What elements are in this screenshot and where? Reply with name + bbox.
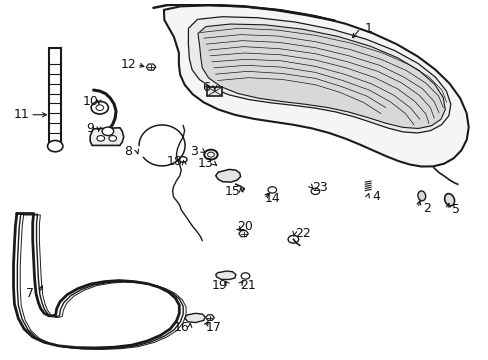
- Circle shape: [310, 188, 319, 194]
- Bar: [207, 87, 222, 96]
- Circle shape: [267, 187, 276, 193]
- Text: 3: 3: [190, 145, 198, 158]
- Circle shape: [241, 273, 249, 279]
- Text: 16: 16: [173, 321, 189, 334]
- Text: 2: 2: [422, 202, 429, 215]
- Circle shape: [204, 150, 217, 159]
- Ellipse shape: [444, 194, 454, 206]
- Circle shape: [47, 140, 63, 152]
- Text: 6: 6: [202, 81, 210, 94]
- Text: 5: 5: [451, 203, 459, 216]
- Text: 10: 10: [82, 95, 98, 108]
- Circle shape: [179, 157, 186, 162]
- Text: 11: 11: [14, 108, 29, 121]
- Circle shape: [102, 127, 113, 136]
- Polygon shape: [90, 128, 123, 145]
- Text: 14: 14: [264, 192, 280, 205]
- Text: 9: 9: [86, 122, 94, 135]
- Text: 21: 21: [240, 279, 256, 292]
- Text: 1: 1: [365, 22, 372, 35]
- Text: 22: 22: [294, 227, 310, 240]
- Polygon shape: [188, 17, 450, 133]
- Circle shape: [97, 136, 104, 141]
- Text: 20: 20: [237, 220, 253, 233]
- Text: 17: 17: [205, 321, 221, 334]
- Polygon shape: [163, 5, 468, 167]
- Polygon shape: [215, 170, 240, 182]
- Polygon shape: [184, 313, 205, 323]
- Polygon shape: [205, 315, 214, 320]
- Polygon shape: [238, 230, 248, 237]
- Text: 23: 23: [312, 181, 327, 194]
- Ellipse shape: [417, 191, 425, 201]
- Polygon shape: [215, 271, 235, 279]
- Text: 12: 12: [121, 58, 136, 71]
- Text: 13: 13: [197, 157, 213, 170]
- Polygon shape: [198, 24, 445, 129]
- Circle shape: [91, 101, 108, 114]
- Circle shape: [96, 105, 103, 111]
- Polygon shape: [146, 64, 156, 70]
- Circle shape: [109, 136, 116, 141]
- Circle shape: [287, 235, 298, 243]
- Text: 19: 19: [211, 279, 227, 292]
- Text: 15: 15: [224, 185, 240, 198]
- Circle shape: [207, 152, 214, 157]
- Text: 18: 18: [167, 155, 183, 168]
- Text: 8: 8: [124, 145, 132, 158]
- Text: 7: 7: [26, 287, 34, 300]
- Text: 4: 4: [371, 190, 380, 203]
